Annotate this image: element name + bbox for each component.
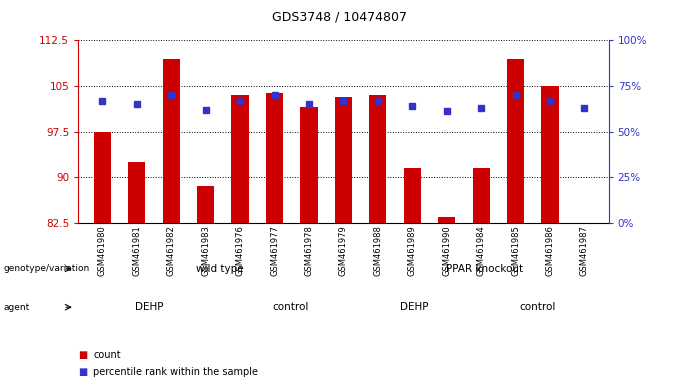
Bar — [94, 132, 111, 223]
Text: genotype/variation: genotype/variation — [3, 264, 90, 273]
Bar — [369, 95, 386, 223]
Text: DEHP: DEHP — [135, 302, 163, 312]
Text: count: count — [93, 350, 121, 360]
Text: percentile rank within the sample: percentile rank within the sample — [93, 367, 258, 377]
Bar — [197, 186, 214, 223]
Bar — [507, 59, 524, 223]
Text: DEHP: DEHP — [400, 302, 428, 312]
Bar — [231, 95, 249, 223]
Text: agent: agent — [3, 303, 30, 312]
Bar — [473, 168, 490, 223]
Bar — [128, 162, 146, 223]
Bar — [404, 168, 421, 223]
Text: control: control — [272, 302, 309, 312]
Bar — [335, 97, 352, 223]
Text: wild type: wild type — [196, 264, 243, 274]
Text: ■: ■ — [78, 367, 88, 377]
Text: PPAR knockout: PPAR knockout — [446, 264, 524, 274]
Text: GDS3748 / 10474807: GDS3748 / 10474807 — [273, 11, 407, 24]
Bar — [266, 93, 283, 223]
Bar — [163, 59, 180, 223]
Text: ■: ■ — [78, 350, 88, 360]
Bar — [301, 107, 318, 223]
Bar — [541, 86, 559, 223]
Bar — [438, 217, 456, 223]
Text: control: control — [520, 302, 556, 312]
